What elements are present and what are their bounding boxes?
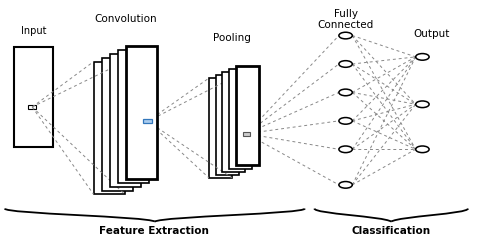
FancyBboxPatch shape: [222, 72, 245, 172]
Circle shape: [339, 32, 352, 39]
Text: Feature Extraction: Feature Extraction: [99, 226, 208, 236]
Circle shape: [339, 182, 352, 188]
Circle shape: [339, 89, 352, 96]
FancyBboxPatch shape: [110, 54, 141, 187]
Text: Fully
Connected: Fully Connected: [317, 9, 374, 30]
Circle shape: [416, 146, 429, 153]
FancyBboxPatch shape: [209, 78, 232, 178]
Text: Output: Output: [413, 29, 450, 39]
FancyBboxPatch shape: [236, 66, 259, 165]
FancyBboxPatch shape: [102, 58, 133, 191]
Text: Convolution: Convolution: [94, 14, 157, 24]
FancyBboxPatch shape: [118, 50, 149, 183]
FancyBboxPatch shape: [216, 75, 239, 175]
FancyBboxPatch shape: [126, 46, 157, 179]
FancyBboxPatch shape: [14, 47, 53, 147]
Circle shape: [339, 146, 352, 153]
FancyBboxPatch shape: [229, 69, 252, 169]
FancyBboxPatch shape: [28, 105, 36, 109]
Text: Input: Input: [21, 26, 47, 36]
Circle shape: [339, 61, 352, 67]
FancyBboxPatch shape: [144, 119, 152, 123]
Circle shape: [339, 118, 352, 124]
Text: Pooling: Pooling: [213, 33, 251, 43]
FancyBboxPatch shape: [94, 62, 125, 194]
Circle shape: [416, 101, 429, 108]
Text: Classification: Classification: [352, 226, 431, 236]
Circle shape: [416, 54, 429, 60]
FancyBboxPatch shape: [242, 132, 250, 136]
